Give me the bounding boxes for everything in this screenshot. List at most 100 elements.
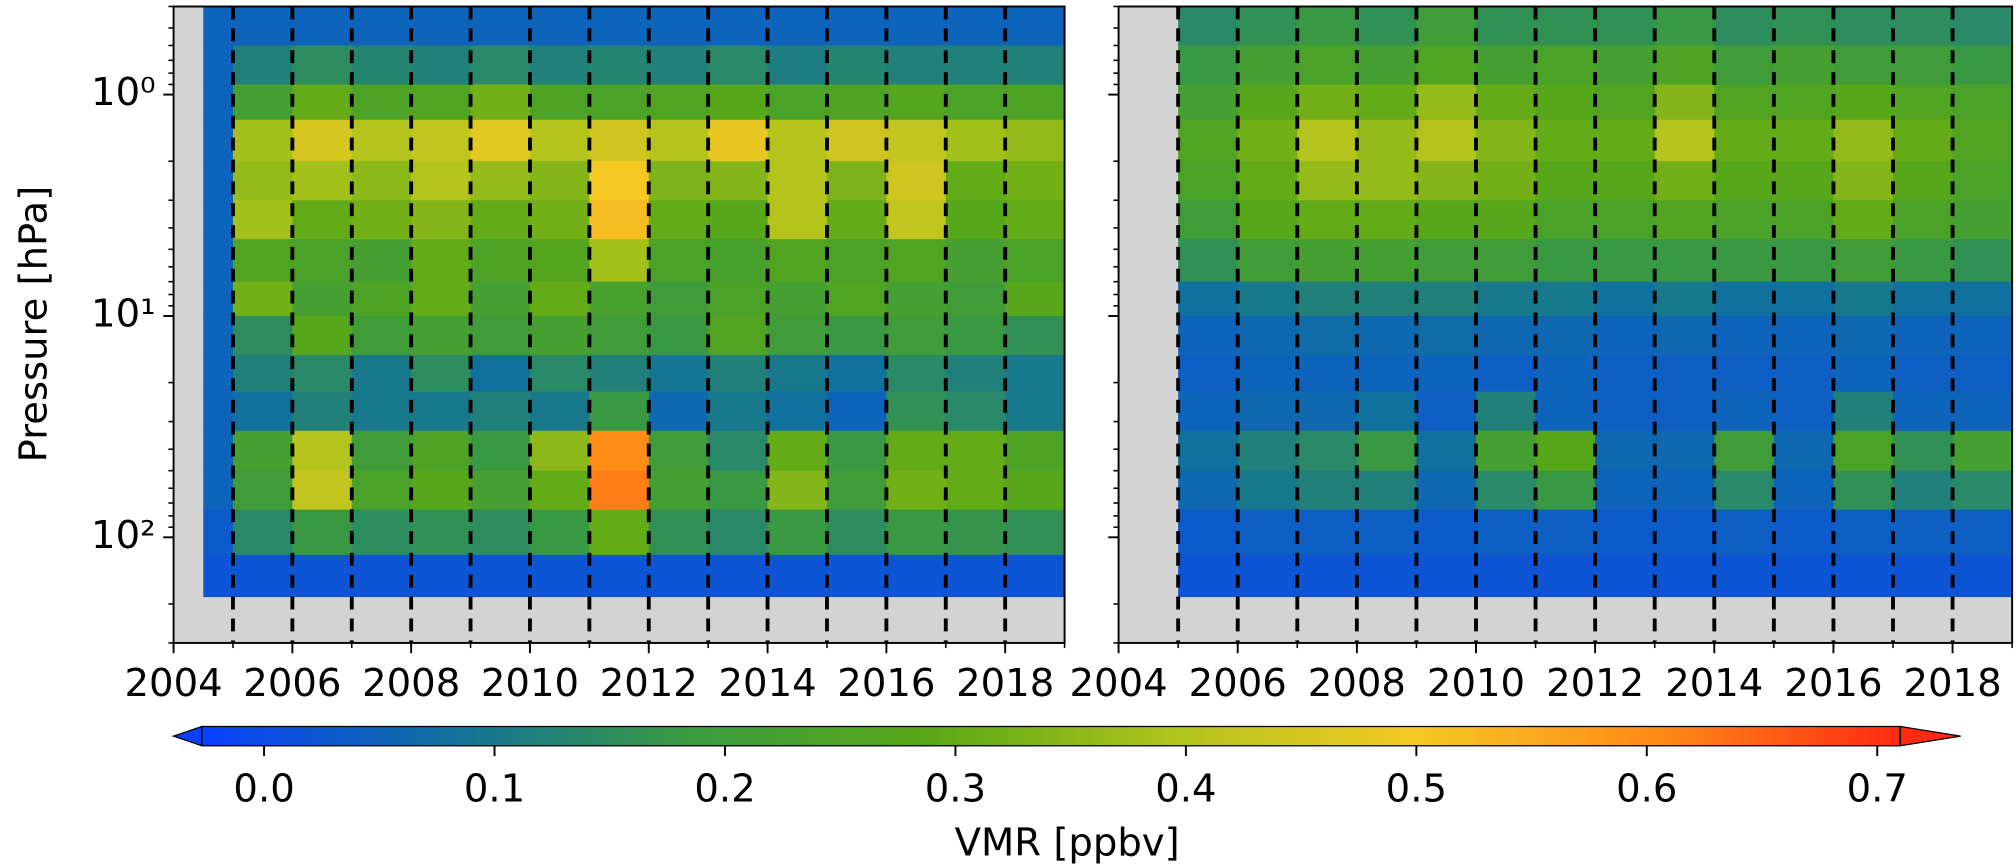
heatmap-cell — [1952, 200, 2013, 240]
colorbar-segment — [906, 726, 916, 746]
heatmap-cell — [1714, 119, 1775, 162]
heatmap-cell — [1476, 119, 1537, 162]
colorbar-segment — [584, 726, 594, 746]
heatmap-cell — [1595, 509, 1656, 556]
x-tick-label: 2010 — [1427, 661, 1525, 706]
heatmap-cell — [232, 391, 294, 432]
colorbar-segment — [1373, 726, 1384, 746]
colorbar-segment — [1399, 726, 1409, 746]
colorbar-segment — [456, 726, 466, 746]
heatmap-cell — [1535, 470, 1596, 511]
colorbar-segment — [1348, 726, 1358, 746]
colorbar-segment — [1237, 726, 1248, 746]
heatmap-cell — [1005, 354, 1066, 393]
colorbar-segment — [490, 726, 500, 746]
colorbar-segment — [201, 726, 212, 746]
heatmap-cell — [589, 509, 650, 556]
heatmap-cell — [886, 200, 947, 240]
heatmap-cell — [1178, 161, 1239, 201]
heatmap-cell — [351, 554, 412, 598]
heatmap-cell — [708, 470, 769, 511]
heatmap-cell — [470, 200, 531, 240]
heatmap-cell — [826, 119, 888, 162]
heatmap-cell — [292, 239, 353, 283]
colorbar-segment — [1543, 726, 1553, 746]
heatmap-cell — [529, 315, 591, 356]
heatmap-cell — [351, 161, 412, 201]
heatmap-cell — [1833, 161, 1894, 201]
colorbar-segment — [1492, 726, 1502, 746]
heatmap-cell — [232, 84, 294, 121]
heatmap-cell — [1476, 200, 1537, 240]
heatmap-cell — [1833, 391, 1894, 432]
colorbar-segment — [295, 726, 305, 746]
colorbar-segment — [1068, 726, 1078, 746]
heatmap-cell — [351, 281, 412, 317]
heatmap-cell — [232, 239, 294, 283]
colorbar-segment — [770, 726, 781, 746]
heatmap-cell — [1893, 161, 1954, 201]
heatmap-cell — [1595, 161, 1656, 201]
x-tick-label: 2018 — [956, 661, 1054, 706]
heatmap-cell — [292, 509, 353, 556]
colorbar-segment — [1798, 726, 1808, 746]
colorbar-segment — [1119, 726, 1129, 746]
colorbar-segment — [1305, 726, 1316, 746]
colorbar-segment — [1042, 726, 1052, 746]
heatmap-cell — [1893, 281, 1954, 317]
heatmap-cell — [1595, 315, 1656, 356]
x-tick-label: 2012 — [600, 661, 698, 706]
colorbar-segment — [1169, 726, 1180, 746]
colorbar-segment — [991, 726, 1001, 746]
heatmap-cell — [1005, 509, 1066, 556]
colorbar-segment — [1849, 726, 1859, 746]
colorbar-segment — [1322, 726, 1333, 746]
heatmap-cell — [1893, 239, 1954, 283]
heatmap-cell — [945, 6, 1006, 47]
heatmap-cell — [1178, 430, 1239, 472]
heatmap-cell — [1893, 6, 1954, 47]
heatmap-cell — [1833, 281, 1894, 317]
heatmap-cell — [1595, 6, 1656, 47]
heatmap-cell — [1773, 354, 1835, 393]
heatmap-cell — [648, 200, 709, 240]
heatmap-cell — [1416, 391, 1477, 432]
heatmap-cell — [1952, 239, 2013, 283]
heatmap-cell — [945, 554, 1006, 598]
heatmap-cell — [1773, 509, 1835, 556]
colorbar-segment — [1034, 726, 1044, 746]
heatmap-cell — [1356, 119, 1418, 162]
heatmap-cell — [886, 6, 947, 47]
heatmap-cell — [648, 554, 709, 598]
colorbar-segment — [1271, 726, 1282, 746]
colorbar-segment — [1331, 726, 1341, 746]
heatmap-cell — [470, 84, 531, 121]
heatmap-cell — [648, 239, 709, 283]
colorbar-segment — [235, 726, 246, 746]
heatmap-cell — [1714, 354, 1775, 393]
heatmap-cell — [886, 239, 947, 283]
heatmap-cell — [1297, 239, 1358, 283]
colorbar-segment — [363, 726, 373, 746]
heatmap-cell — [1535, 509, 1596, 556]
colorbar-segment — [1203, 726, 1214, 746]
heatmap-cell — [292, 391, 353, 432]
heatmap-cell — [1535, 315, 1596, 356]
heatmap-cell — [351, 509, 412, 556]
colorbar-segment — [1832, 726, 1842, 746]
heatmap-cell — [1595, 430, 1656, 472]
heatmap-cell — [1654, 84, 1715, 121]
heatmap-cell — [1654, 239, 1715, 283]
heatmap-cell — [203, 281, 234, 317]
colorbar-segment — [821, 726, 832, 746]
heatmap-cell — [1005, 315, 1066, 356]
heatmap-cell — [411, 119, 472, 162]
heatmap-cell — [1654, 119, 1715, 162]
heatmap-cell — [1595, 554, 1656, 598]
colorbar-segment — [1195, 726, 1205, 746]
heatmap-cell — [1893, 554, 1954, 598]
heatmap-cell — [1178, 391, 1239, 432]
heatmap-cell — [351, 6, 412, 47]
heatmap-cell — [1178, 470, 1239, 511]
heatmap-cell — [1654, 554, 1715, 598]
